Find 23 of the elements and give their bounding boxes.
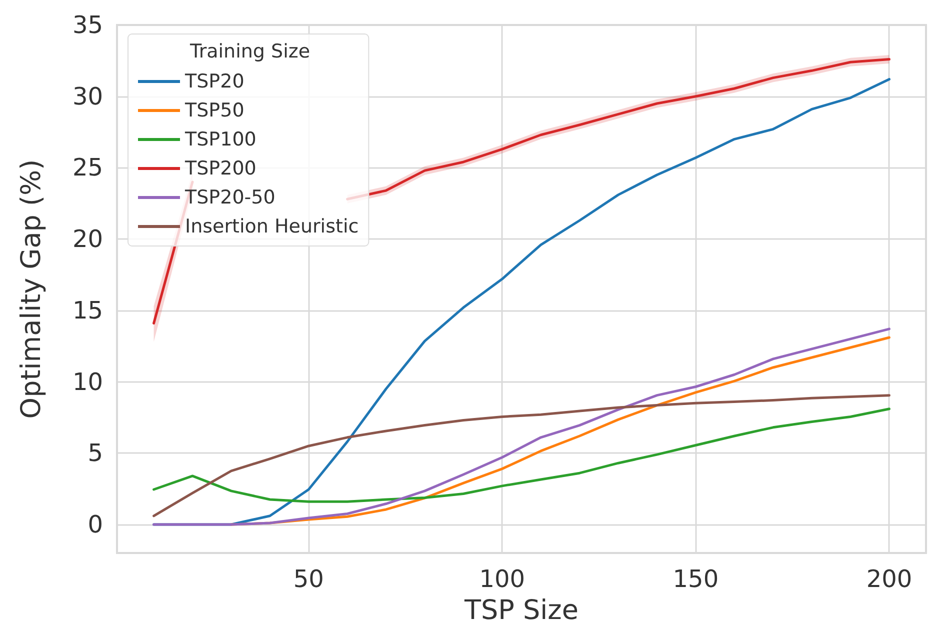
y-tick-label: 10 [72,368,103,396]
x-tick-label: 100 [479,565,526,593]
y-axis-title: Optimality Gap (%) [16,159,47,419]
x-tick-label: 150 [672,565,719,593]
y-tick-label: 35 [72,11,103,39]
legend-label: TSP200 [184,158,256,180]
line-series [152,394,890,518]
legend-label: TSP100 [184,128,256,150]
legend-label: TSP50 [184,100,244,122]
x-axis-title: TSP Size [464,595,578,626]
line-series [152,408,890,503]
y-tick-label: 25 [72,154,103,182]
x-tick-label: 50 [293,565,324,593]
y-tick-label: 5 [88,439,103,468]
legend-label: TSP20-50 [184,186,276,208]
x-tick-label: 200 [866,565,912,593]
legend-title: Training Size [189,40,310,62]
legend-label: TSP20 [184,70,244,92]
y-tick-label: 30 [72,82,103,110]
y-tick-label: 15 [72,296,103,324]
y-tick-label: 20 [72,225,103,254]
legend-label: Insertion Heuristic [185,216,359,238]
y-tick-label: 0 [88,510,103,538]
